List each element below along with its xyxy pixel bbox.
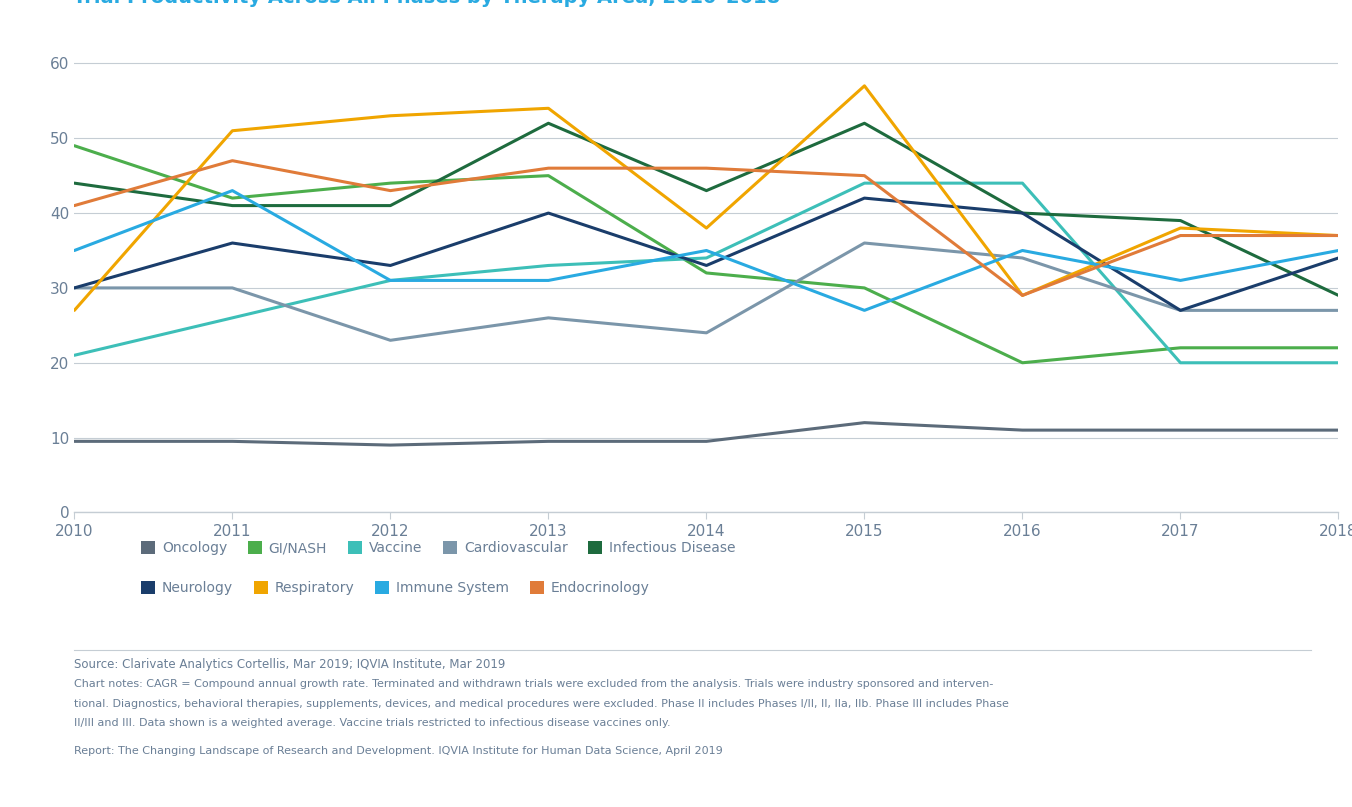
Text: Report: The Changing Landscape of Research and Development. IQVIA Institute for : Report: The Changing Landscape of Resear…: [74, 746, 723, 756]
Text: tional. Diagnostics, behavioral therapies, supplements, devices, and medical pro: tional. Diagnostics, behavioral therapie…: [74, 699, 1009, 709]
Text: II/III and III. Data shown is a weighted average. Vaccine trials restricted to i: II/III and III. Data shown is a weighted…: [74, 718, 671, 728]
Text: Trial Productivity Across All Phases by Therapy Area, 2010–2018: Trial Productivity Across All Phases by …: [73, 0, 780, 6]
Legend: Neurology, Respiratory, Immune System, Endocrinology: Neurology, Respiratory, Immune System, E…: [135, 576, 656, 601]
Legend: Oncology, GI/NASH, Vaccine, Cardiovascular, Infectious Disease: Oncology, GI/NASH, Vaccine, Cardiovascul…: [135, 536, 741, 561]
Text: Chart notes: CAGR = Compound annual growth rate. Terminated and withdrawn trials: Chart notes: CAGR = Compound annual grow…: [74, 679, 994, 689]
Text: Source: Clarivate Analytics Cortellis, Mar 2019; IQVIA Institute, Mar 2019: Source: Clarivate Analytics Cortellis, M…: [74, 658, 506, 671]
